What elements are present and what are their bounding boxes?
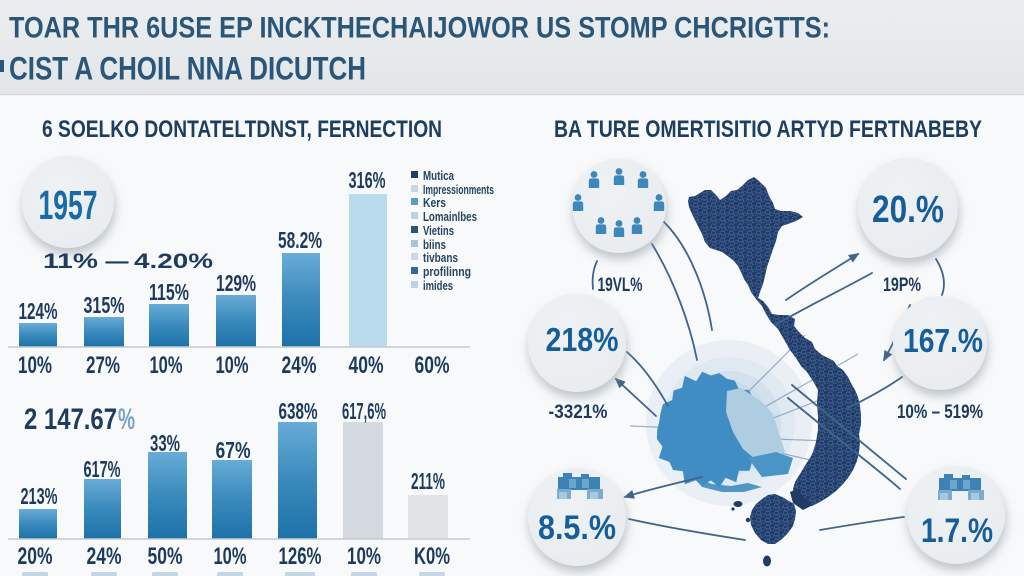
svg-text:20.%: 20.% xyxy=(872,189,944,231)
svg-text:211%: 211% xyxy=(411,468,445,494)
svg-text:617,6%: 617,6% xyxy=(342,398,386,424)
svg-text:imides: imides xyxy=(423,279,453,293)
svg-text:10% – 519%: 10% – 519% xyxy=(897,402,983,423)
svg-text:50%: 50% xyxy=(148,543,183,570)
svg-text:10%: 10% xyxy=(150,352,183,379)
svg-text:profilinng: profilinng xyxy=(423,265,471,279)
svg-text:1957: 1957 xyxy=(39,182,98,228)
svg-text:%: % xyxy=(118,403,135,436)
svg-text:Impressionments: Impressionments xyxy=(423,183,494,197)
svg-text:CIST A CHOIL NNA DICUTCH: CIST A CHOIL NNA DICUTCH xyxy=(9,51,366,87)
svg-text:10%: 10% xyxy=(214,543,247,570)
svg-text:20%: 20% xyxy=(18,543,53,570)
svg-text:19VL%: 19VL% xyxy=(598,275,643,296)
svg-text:40%: 40% xyxy=(349,352,384,379)
svg-text:–: – xyxy=(104,250,131,273)
svg-text:-3321%: -3321% xyxy=(549,402,608,423)
svg-text:115%: 115% xyxy=(149,279,189,305)
svg-text:TOAR THR 6USE EP INCKTHECHAIJO: TOAR THR 6USE EP INCKTHECHAIJOWOR US STO… xyxy=(9,12,830,45)
svg-text:1.7.%: 1.7.% xyxy=(921,512,993,550)
svg-text:129%: 129% xyxy=(216,270,256,296)
svg-text:Kers: Kers xyxy=(423,196,446,210)
svg-text:10%: 10% xyxy=(18,352,52,379)
svg-text:24%: 24% xyxy=(87,543,122,570)
svg-text:10%: 10% xyxy=(216,352,249,379)
svg-text:8.5.%: 8.5.% xyxy=(538,509,616,547)
svg-text:11%: 11% xyxy=(43,250,98,273)
svg-text:Mutica: Mutica xyxy=(423,169,455,183)
svg-text:K0%: K0% xyxy=(414,543,450,570)
svg-text:Lomainlbes: Lomainlbes xyxy=(423,210,477,224)
svg-text:126%: 126% xyxy=(279,543,322,570)
svg-text:315%: 315% xyxy=(84,292,125,318)
svg-text:67%: 67% xyxy=(216,437,251,463)
svg-text:213%: 213% xyxy=(21,483,58,509)
svg-text:Vietins: Vietins xyxy=(423,224,454,238)
svg-text:19P%: 19P% xyxy=(883,275,921,296)
svg-text:218%: 218% xyxy=(546,321,619,358)
svg-text:biins: biins xyxy=(423,238,446,252)
svg-text:6 SOELKO DONTATELTDNST, FERNEC: 6 SOELKO DONTATELTDNST, FERNECTION xyxy=(42,116,442,143)
svg-text:33%: 33% xyxy=(150,430,180,456)
svg-text:316%: 316% xyxy=(349,167,386,193)
svg-text:BA TURE OMERTISITIO ARTYD FERT: BA TURE OMERTISITIO ARTYD FERTNABEBY xyxy=(554,116,982,143)
svg-text:27%: 27% xyxy=(86,352,120,379)
svg-text:60%: 60% xyxy=(415,352,450,379)
svg-text:167.%: 167.% xyxy=(903,322,983,359)
svg-text:58.2%: 58.2% xyxy=(278,227,322,253)
svg-text:24%: 24% xyxy=(282,352,317,379)
svg-text:124%: 124% xyxy=(19,298,58,324)
svg-text:2 147.67: 2 147.67 xyxy=(24,403,117,436)
svg-text:tivbans: tivbans xyxy=(423,251,458,265)
svg-text:10%: 10% xyxy=(347,543,381,570)
svg-text:4.20%: 4.20% xyxy=(134,250,213,273)
svg-text:617%: 617% xyxy=(84,456,121,482)
svg-text:638%: 638% xyxy=(279,398,318,424)
